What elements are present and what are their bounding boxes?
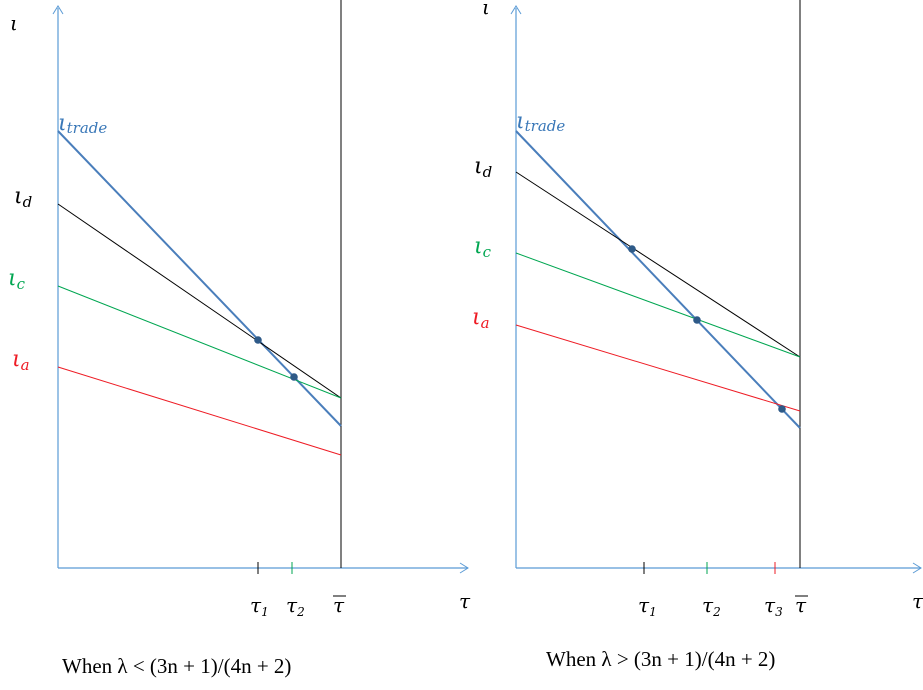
right-y-axis-arrow: [510, 5, 522, 15]
left-label-a: ιa: [12, 347, 30, 374]
left-tick-label-bar: τ: [333, 593, 345, 617]
left-panel: ι ιtrade ιd ιc ιa τ1 τ2 τ τ When λ < (3n…: [8, 0, 471, 678]
right-point-1: [628, 245, 636, 253]
right-caption: When λ > (3n + 1)/(4n + 2): [546, 647, 775, 671]
left-label-c: ιc: [8, 266, 26, 293]
left-line-d: [57, 203, 342, 399]
right-label-d: ιd: [474, 154, 492, 181]
left-line-a: [57, 366, 342, 456]
left-x-axis-arrow: [459, 562, 469, 574]
right-line-c: [515, 252, 801, 358]
right-point-3: [778, 405, 786, 413]
left-point-1: [254, 336, 262, 344]
left-label-trade: ιtrade: [58, 111, 107, 137]
right-x-axis-arrow: [912, 562, 922, 574]
right-label-c: ιc: [474, 234, 492, 261]
left-point-2: [290, 373, 298, 381]
right-line-trade: [515, 130, 801, 429]
right-tick-label-3: τ3: [764, 593, 783, 619]
right-tick-label-2: τ2: [702, 593, 721, 619]
left-label-d: ιd: [14, 184, 32, 211]
right-y-axis-label: ι: [482, 0, 490, 19]
left-caption: When λ < (3n + 1)/(4n + 2): [62, 654, 291, 678]
right-x-axis-label: τ: [912, 589, 923, 613]
right-tick-label-bar: τ: [795, 593, 807, 617]
right-label-trade: ιtrade: [516, 109, 565, 135]
left-tick-label-2: τ2: [286, 593, 305, 619]
left-line-trade: [57, 130, 342, 427]
right-line-a: [515, 324, 801, 412]
right-line-d: [515, 171, 801, 358]
left-y-axis-arrow: [52, 5, 64, 15]
left-x-axis-label: τ: [459, 589, 471, 613]
right-tick-label-1: τ1: [638, 593, 657, 619]
right-point-2: [693, 316, 701, 324]
right-label-a: ιa: [472, 305, 490, 332]
left-y-axis-label: ι: [10, 11, 18, 35]
right-panel: ι ιtrade ιd ιc ιa τ1 τ2 τ3 τ τ When λ > …: [472, 0, 923, 671]
left-line-c: [57, 285, 342, 399]
left-tick-label-1: τ1: [250, 593, 269, 619]
